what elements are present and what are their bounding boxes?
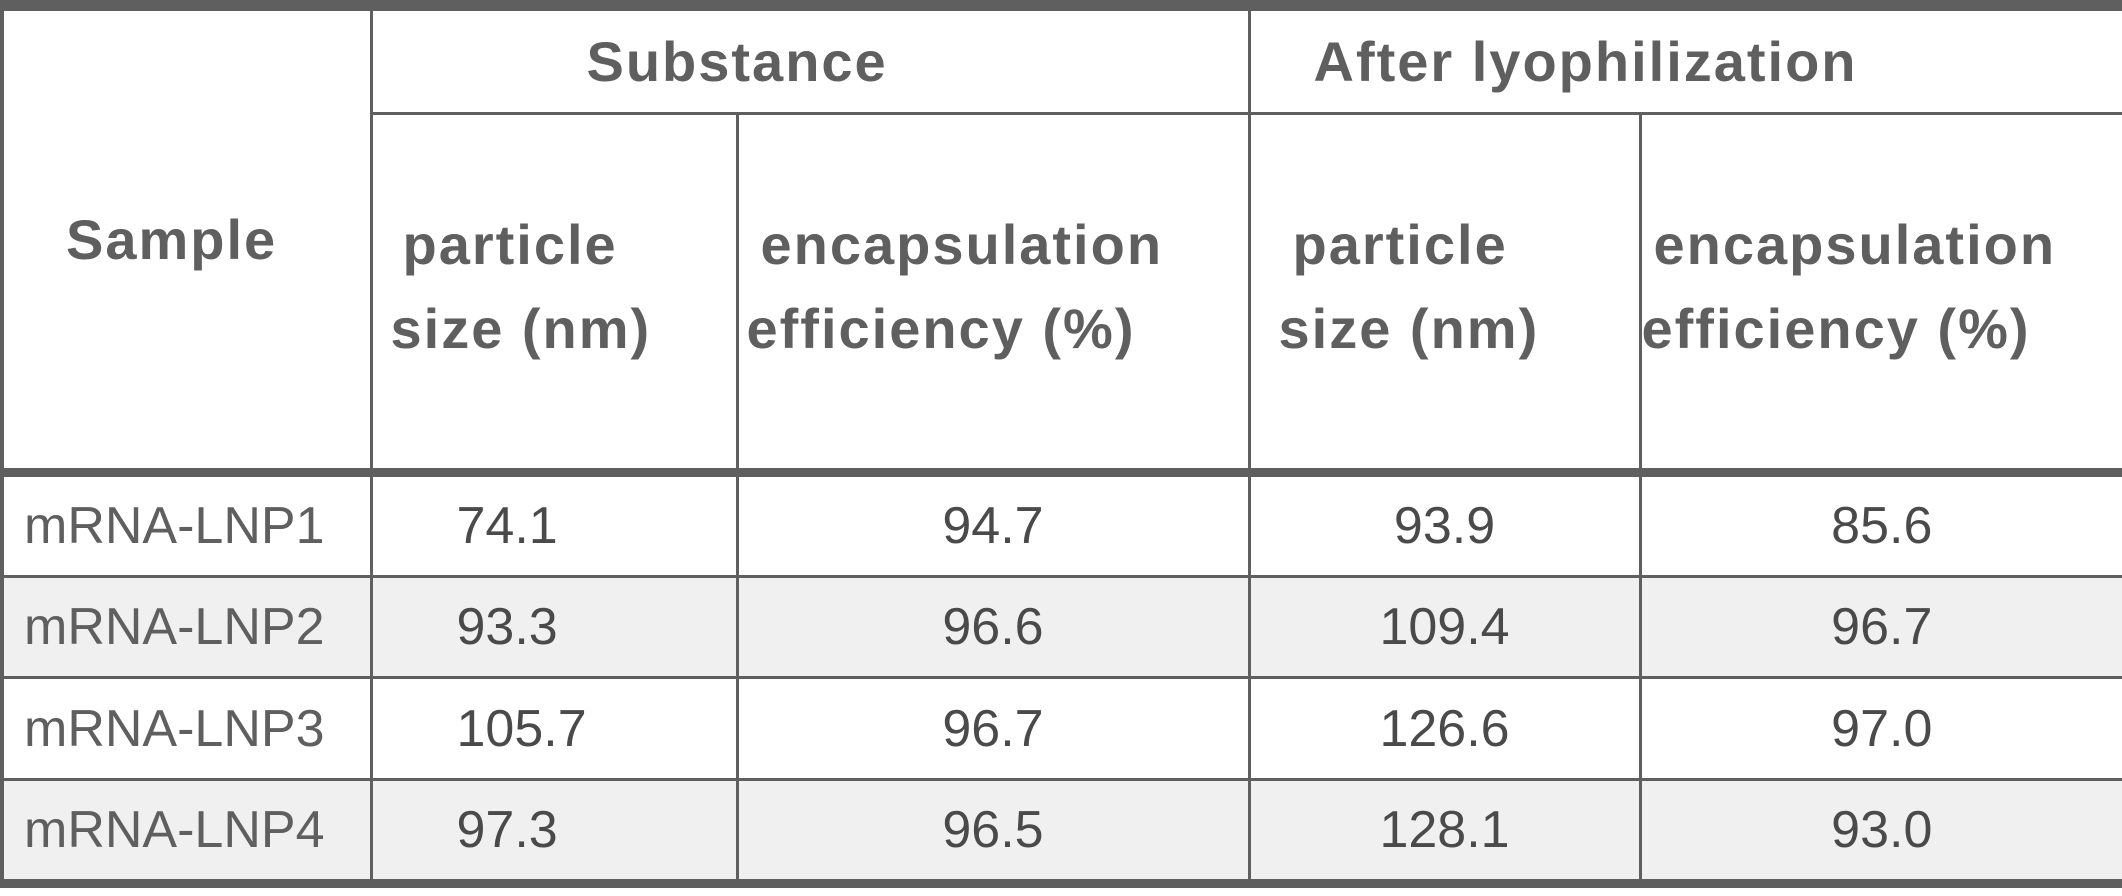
lyophilization-particle-size-header: particle size (nm) bbox=[1247, 112, 1642, 477]
group-header-row: Sample Substance After lyophilization bbox=[0, 4, 2122, 477]
table-row: mRNA-LNP2 93.3 96.6 109.4 96.7 bbox=[0, 575, 2122, 680]
substance-ee-cell: 96.6 bbox=[735, 575, 1251, 680]
sample-cell: mRNA-LNP4 bbox=[0, 777, 373, 886]
lyo-size-cell: 128.1 bbox=[1247, 777, 1642, 886]
table-row: mRNA-LNP1 74.1 94.7 93.9 85.6 bbox=[0, 470, 2122, 579]
table-row: mRNA-LNP3 105.7 96.7 126.6 97.0 bbox=[0, 676, 2122, 781]
substance-ee-cell: 96.5 bbox=[735, 777, 1251, 886]
lyo-size-cell: 93.9 bbox=[1247, 470, 1642, 579]
header-line: size (nm) bbox=[390, 296, 652, 360]
sample-cell: mRNA-LNP3 bbox=[0, 676, 373, 781]
lyo-size-cell: 109.4 bbox=[1247, 575, 1642, 680]
header-line: size (nm) bbox=[1278, 296, 1540, 360]
substance-size-cell: 105.7 bbox=[369, 676, 739, 781]
sample-column-header: Sample bbox=[0, 4, 373, 477]
header-line: encapsulation bbox=[760, 212, 1164, 276]
sample-cell: mRNA-LNP1 bbox=[0, 470, 373, 579]
substance-group-header: Substance bbox=[369, 4, 1251, 115]
lyo-size-cell: 126.6 bbox=[1247, 676, 1642, 781]
header-line: efficiency (%) bbox=[746, 296, 1136, 360]
substance-ee-cell: 96.7 bbox=[735, 676, 1251, 781]
lyo-ee-cell: 96.7 bbox=[1638, 575, 2122, 680]
header-line: particle bbox=[402, 212, 618, 276]
lyo-ee-cell: 85.6 bbox=[1638, 470, 2122, 579]
after-lyophilization-group-header: After lyophilization bbox=[1247, 4, 2122, 115]
table-row: mRNA-LNP4 97.3 96.5 128.1 93.0 bbox=[0, 777, 2122, 886]
sub-header-row: particle size (nm) encapsulation efficie… bbox=[2, 112, 2122, 477]
substance-size-cell: 74.1 bbox=[369, 470, 739, 579]
lyo-ee-cell: 97.0 bbox=[1638, 676, 2122, 781]
header-line: particle bbox=[1292, 212, 1508, 276]
substance-particle-size-header: particle size (nm) bbox=[369, 112, 739, 477]
lyophilization-encapsulation-header: encapsulation efficiency (%) bbox=[1638, 112, 2122, 477]
substance-ee-cell: 94.7 bbox=[735, 470, 1251, 579]
substance-encapsulation-header: encapsulation efficiency (%) bbox=[735, 112, 1251, 477]
header-line: encapsulation bbox=[1653, 212, 2057, 276]
header-line: efficiency (%) bbox=[1641, 296, 2031, 360]
substance-size-cell: 93.3 bbox=[369, 575, 739, 680]
substance-size-cell: 97.3 bbox=[369, 777, 739, 886]
sample-cell: mRNA-LNP2 bbox=[0, 575, 373, 680]
lyo-ee-cell: 93.0 bbox=[1638, 777, 2122, 886]
